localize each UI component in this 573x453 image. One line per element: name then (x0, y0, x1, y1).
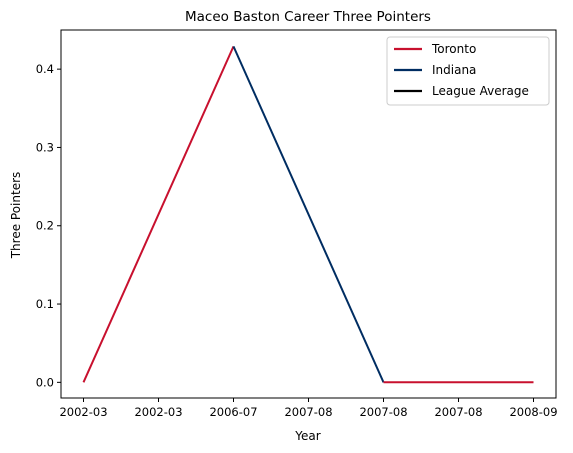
y-tick-label: 0.2 (36, 219, 54, 233)
y-axis-label: Three Pointers (9, 172, 23, 260)
x-tick-label: 2007-08 (434, 405, 482, 419)
legend-box (386, 36, 550, 106)
x-tick-label: 2006-07 (209, 405, 257, 419)
axes: 2002-03 2002-03 2006-07 2007-08 2007-08 2007-… (36, 29, 558, 419)
x-tick-label: 2002-03 (134, 405, 182, 419)
x-tick-label: 2002-03 (59, 405, 107, 419)
legend: Toronto Indiana League Average (386, 36, 550, 106)
legend-entry-label: Indiana (432, 63, 476, 77)
series-line-1 (232, 45, 385, 383)
x-axis-label: Year (294, 429, 320, 443)
y-tick-label: 0.3 (36, 140, 54, 154)
y-tick-label: 0.4 (36, 62, 54, 76)
x-tick-label: 2007-08 (359, 405, 407, 419)
series-line-0 (82, 45, 235, 383)
legend-entry-label: League Average (432, 84, 529, 98)
x-tick-label: 2008-09 (509, 405, 557, 419)
y-tick-label: 0.0 (36, 375, 54, 389)
legend-entry-label: Toronto (431, 42, 476, 56)
plot-area (82, 45, 534, 384)
chart-title: Maceo Baston Career Three Pointers (185, 9, 431, 25)
x-tick-label: 2007-08 (284, 405, 332, 419)
y-tick-label: 0.1 (36, 297, 54, 311)
